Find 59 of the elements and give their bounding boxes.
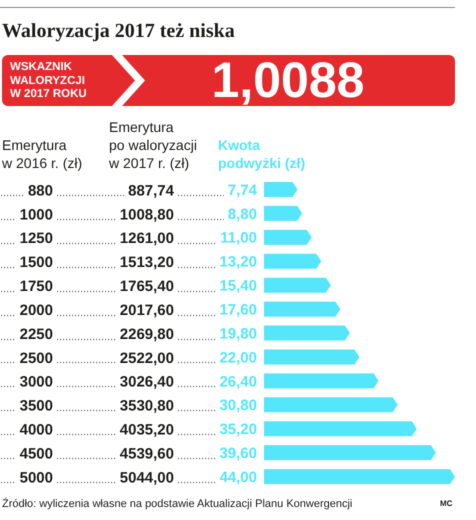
data-label: 17,60 [219, 302, 257, 319]
text: 5044,00 [120, 469, 174, 486]
y-tick-label: 880 [28, 182, 53, 200]
y-tick-label: 3000 [20, 374, 53, 391]
y-tick-label: 5000 [20, 469, 53, 486]
text: 1008,80 [120, 206, 174, 224]
data-label: 22,00 [219, 349, 257, 366]
text: 1,0088 [212, 52, 364, 108]
bar [264, 326, 350, 341]
text: Emerytura po waloryzacji w 2017 r. (zł) [109, 118, 198, 172]
data-label: 19,80 [219, 325, 257, 342]
bar [264, 445, 436, 460]
y-axis-title: Emerytura w 2016 r. (zł) [2, 136, 82, 172]
data-label: 39,60 [219, 445, 257, 462]
data-label: 30,80 [219, 397, 257, 414]
bar [264, 278, 331, 293]
bar [264, 397, 398, 412]
data-label: 13,20 [219, 254, 257, 271]
data-label: 26,40 [219, 373, 257, 390]
y-tick-label: 1000 [20, 206, 53, 224]
y-tick-label: 2250 [20, 326, 53, 343]
bar [264, 206, 302, 221]
bar [264, 469, 455, 484]
data-label: 7,74 [228, 182, 258, 199]
text: 887,74 [128, 182, 175, 200]
y-tick-label: 4500 [20, 446, 53, 463]
text: 2017,60 [120, 302, 174, 319]
data-label: 44,00 [219, 468, 257, 486]
y-tick-label: 3500 [20, 398, 53, 415]
text: 2269,80 [120, 326, 174, 343]
x-axis-title: Kwota podwyżki (zł) [218, 136, 306, 172]
bar [264, 302, 340, 317]
y-tick-label: 1750 [20, 278, 53, 296]
bar [264, 230, 312, 245]
y-tick-label: 4000 [20, 422, 53, 439]
y-tick-label: 2000 [20, 302, 53, 319]
y-tick-label: 1500 [20, 254, 53, 272]
text: 1513,20 [120, 254, 174, 272]
text: 4539,60 [120, 446, 174, 463]
text: 2522,00 [120, 350, 174, 367]
bar [264, 421, 417, 436]
text: MC [440, 499, 452, 509]
data-label: 8,80 [228, 206, 257, 223]
text: 3530,80 [120, 398, 174, 415]
data-label: 11,00 [220, 230, 257, 247]
text: 1765,40 [120, 278, 174, 296]
bar [264, 373, 379, 388]
bar [264, 349, 360, 364]
data-label: 15,40 [219, 278, 257, 295]
chart-title: Waloryzacja 2017 też niska [2, 20, 235, 42]
text: WSKAZNIK WALORYZCJI W 2017 ROKU [10, 61, 88, 102]
text: 1261,00 [120, 230, 174, 248]
y-tick-label: 1250 [20, 230, 53, 248]
data-label: 35,20 [219, 421, 257, 438]
text: 3026,40 [120, 374, 174, 391]
text: 4035,20 [120, 422, 174, 439]
text: Źródło: wyliczenia własne na podstawie Aktualizacji Planu Konwergencji [2, 497, 352, 511]
bar [264, 254, 322, 269]
y-tick-label: 2500 [20, 350, 53, 367]
